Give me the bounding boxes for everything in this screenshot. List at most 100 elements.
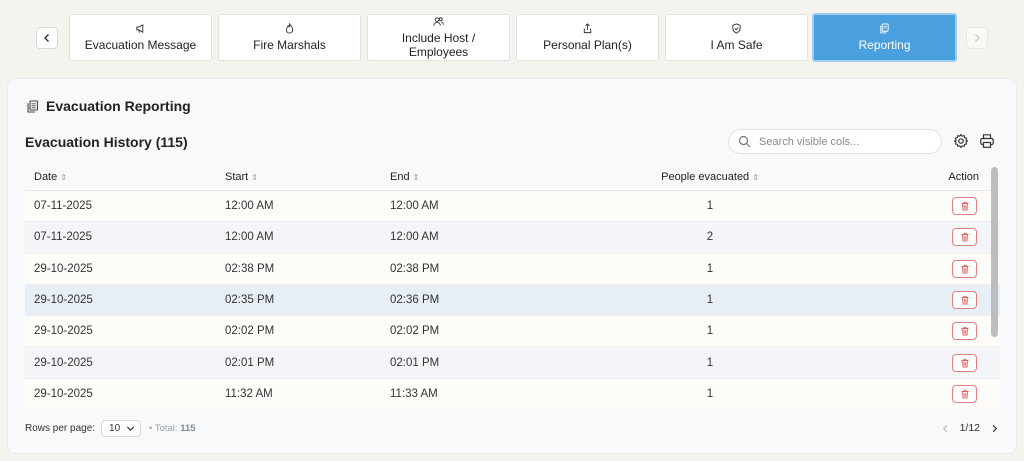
cell-action — [865, 322, 987, 341]
cell-date: 29-10-2025 — [34, 262, 93, 275]
shield-check-icon — [732, 23, 741, 34]
trash-icon — [961, 389, 968, 399]
tab-label: Fire Marshals — [253, 38, 326, 52]
chevron-right-icon — [992, 424, 997, 432]
tab-strip: Evacuation Message Fire Marshals Include… — [0, 0, 1024, 72]
cell-end: 12:00 AM — [390, 200, 439, 213]
column-header-action: Action — [948, 171, 979, 183]
chevron-left-icon — [44, 34, 49, 42]
column-header-people-evacuated[interactable]: People evacuated ⇕ — [661, 171, 759, 183]
trash-icon — [961, 327, 968, 336]
tabs-next-button[interactable] — [966, 27, 988, 49]
cell-start: 02:38 PM — [225, 262, 275, 275]
pagination: 1/12 — [940, 417, 1000, 439]
tab-label: Include Host / Employees — [401, 31, 476, 59]
delete-button[interactable] — [952, 291, 977, 310]
tabs-prev-button[interactable] — [36, 27, 58, 49]
cell-date: 29-10-2025 — [34, 325, 93, 338]
cell-end: 02:36 PM — [390, 294, 440, 307]
search-input[interactable] — [759, 135, 929, 148]
cell-people-evacuated: 1 — [706, 325, 714, 338]
rows-per-page-value: 10 — [109, 422, 121, 434]
delete-button[interactable] — [952, 197, 977, 216]
printer-icon[interactable] — [979, 133, 995, 149]
table-row[interactable]: 29-10-2025 02:02 PM 02:02 PM 1 — [25, 316, 1000, 348]
trash-icon — [961, 233, 968, 242]
chevron-right-icon — [975, 34, 980, 42]
cell-people-evacuated: 2 — [706, 231, 714, 244]
table-row[interactable]: 07-11-2025 12:00 AM 12:00 AM 2 — [25, 222, 1000, 254]
tab-label: Reporting — [858, 38, 911, 52]
total-count: • Total: 115 — [149, 422, 196, 434]
history-title: Evacuation History (115) — [25, 134, 188, 150]
gear-icon[interactable] — [953, 133, 969, 149]
card-title-text: Evacuation Reporting — [46, 98, 191, 114]
evacuation-history-table: Date ⇕ Start ⇕ End ⇕ People evacuated ⇕ Acti… — [25, 164, 1000, 408]
cell-start: 02:01 PM — [225, 356, 275, 369]
cell-people-evacuated: 1 — [706, 262, 714, 275]
tab-evacuation-message[interactable]: Evacuation Message — [69, 14, 212, 61]
search-box[interactable] — [728, 129, 942, 154]
flame-icon — [285, 23, 294, 34]
trash-icon — [961, 264, 968, 274]
column-header-end[interactable]: End ⇕ — [390, 171, 420, 183]
table-row[interactable]: 07-11-2025 12:00 AM 12:00 AM 1 — [25, 191, 1000, 223]
tab-label: Evacuation Message — [84, 38, 197, 52]
cell-date: 29-10-2025 — [34, 294, 93, 307]
sort-icon: ⇕ — [412, 173, 420, 182]
cell-start: 12:00 AM — [225, 200, 274, 213]
cell-action — [865, 228, 987, 247]
next-page-button[interactable] — [988, 422, 1000, 434]
cell-end: 02:02 PM — [390, 325, 440, 338]
trash-icon — [961, 358, 968, 368]
megaphone-icon — [136, 24, 144, 33]
rows-per-page-select[interactable]: 10 — [101, 419, 142, 437]
table-row[interactable]: 29-10-2025 11:32 AM 11:33 AM 1 — [25, 378, 1000, 408]
copy-icon — [880, 23, 889, 34]
cell-start: 12:00 AM — [225, 231, 274, 244]
chevron-left-icon — [942, 424, 948, 432]
prev-page-button[interactable] — [940, 422, 952, 434]
delete-button[interactable] — [952, 259, 977, 278]
share-icon — [583, 23, 592, 34]
tab-personal-plans[interactable]: Personal Plan(s) — [516, 14, 659, 61]
table-row[interactable]: 29-10-2025 02:35 PM 02:36 PM 1 — [25, 284, 1000, 317]
sort-icon: ⇕ — [251, 173, 258, 182]
cell-date: 29-10-2025 — [34, 387, 93, 400]
cell-action — [865, 353, 987, 372]
page-indicator: 1/12 — [959, 422, 980, 434]
tab-i-am-safe[interactable]: I Am Safe — [665, 14, 808, 61]
cell-date: 07-11-2025 — [34, 231, 92, 244]
delete-button[interactable] — [952, 228, 977, 247]
trash-icon — [961, 295, 968, 305]
table-body: 07-11-2025 12:00 AM 12:00 AM 1 07-11-2025 12:… — [25, 191, 1000, 408]
tab-label: Personal Plan(s) — [543, 38, 632, 52]
delete-button[interactable] — [952, 322, 977, 341]
table-row[interactable]: 29-10-2025 02:38 PM 02:38 PM 1 — [25, 253, 1000, 285]
rows-per-page-label: Rows per page: — [25, 422, 96, 434]
cell-action — [865, 197, 987, 216]
users-icon — [433, 17, 444, 26]
column-header-start[interactable]: Start ⇕ — [225, 171, 258, 183]
evacuation-reporting-card: Evacuation Reporting Evacuation History … — [7, 78, 1017, 454]
delete-button[interactable] — [952, 384, 977, 403]
table-scrollbar[interactable] — [989, 164, 999, 408]
cell-start: 02:35 PM — [225, 294, 275, 307]
cell-action — [865, 384, 987, 403]
column-header-date[interactable]: Date ⇕ — [34, 171, 67, 183]
tab-reporting[interactable]: Reporting — [812, 13, 957, 62]
cell-start: 02:02 PM — [225, 325, 275, 338]
tab-include-host-employees[interactable]: Include Host / Employees — [367, 14, 510, 61]
scrollbar-thumb[interactable] — [991, 167, 998, 337]
cell-end: 02:38 PM — [390, 262, 440, 275]
cell-people-evacuated: 1 — [706, 200, 714, 213]
cell-date: 07-11-2025 — [34, 200, 92, 213]
copy-icon — [27, 99, 39, 113]
table-row[interactable]: 29-10-2025 02:01 PM 02:01 PM 1 — [25, 347, 1000, 379]
delete-button[interactable] — [952, 353, 977, 372]
tab-fire-marshals[interactable]: Fire Marshals — [218, 14, 361, 61]
sort-icon: ⇕ — [752, 173, 759, 182]
cell-date: 29-10-2025 — [34, 356, 93, 369]
trash-icon — [961, 201, 968, 211]
cell-people-evacuated: 1 — [706, 387, 714, 400]
